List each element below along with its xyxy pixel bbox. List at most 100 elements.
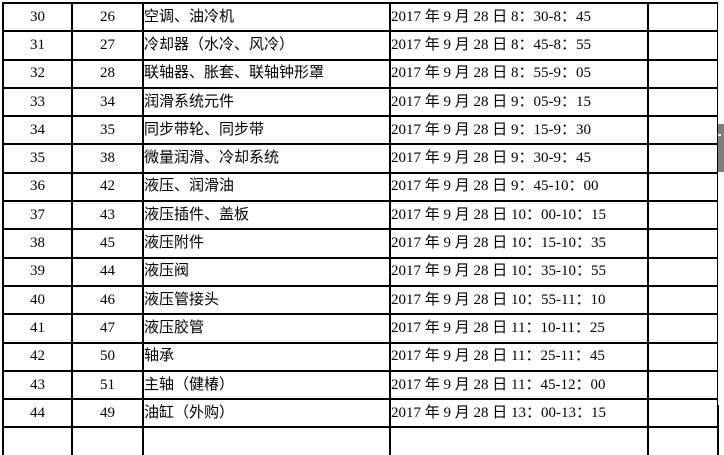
table-row: 33 34 润滑系统元件 2017 年 9 月 28 日 9：05-9：15	[2, 86, 719, 118]
table-row: 31 27 冷却器（水冷、风冷） 2017 年 9 月 28 日 8：45-8：55	[2, 30, 719, 61]
table-row: 38 45 液压附件 2017 年 9 月 28 日 10：15-10：35	[2, 228, 719, 259]
cell-item-name: 轴承	[142, 341, 391, 372]
cell-sequence-number: 34	[2, 115, 73, 146]
cell-item-name: 油缸（外购）	[142, 398, 391, 429]
cell-item-number: 49	[71, 398, 144, 429]
cell-datetime: 2017 年 9 月 28 日 8：30-8：45	[389, 1, 649, 33]
cell-datetime: 2017 年 9 月 28 日 11：25-11：45	[389, 341, 649, 372]
cell-item-name: 液压插件、盖板	[142, 200, 391, 231]
cell-item-name: 冷却器（水冷、风冷）	[142, 30, 391, 61]
cell-item-name: 主轴（健椿）	[142, 369, 391, 401]
cell-datetime: 2017 年 9 月 28 日 10：55-11：10	[389, 284, 649, 316]
cell-sequence-number: 33	[2, 86, 73, 118]
table-row-partial	[2, 426, 719, 455]
cell-empty	[389, 426, 649, 455]
cell-empty	[71, 426, 144, 455]
cell-sequence-number: 32	[2, 58, 73, 89]
cell-datetime: 2017 年 9 月 28 日 10：15-10：35	[389, 228, 649, 259]
table-row: 36 42 液压、润滑油 2017 年 9 月 28 日 9：45-10：00	[2, 171, 719, 203]
cell-datetime: 2017 年 9 月 28 日 13：00-13：15	[389, 398, 649, 429]
cell-item-name: 润滑系统元件	[142, 86, 391, 118]
table-row: 34 35 同步带轮、同步带 2017 年 9 月 28 日 9：15-9：30	[2, 115, 719, 146]
cell-item-number: 43	[71, 200, 144, 231]
vertical-scrollbar[interactable]	[718, 0, 724, 405]
table-row: 39 44 液压阀 2017 年 9 月 28 日 10：35-10：55	[2, 256, 719, 287]
cell-item-number: 47	[71, 313, 144, 344]
cell-item-name: 微量润滑、冷却系统	[142, 143, 391, 174]
cell-sequence-number: 43	[2, 369, 73, 401]
table-row: 37 43 液压插件、盖板 2017 年 9 月 28 日 10：00-10：15	[2, 200, 719, 231]
cell-datetime: 2017 年 9 月 28 日 8：55-9：05	[389, 58, 649, 89]
cell-datetime: 2017 年 9 月 28 日 9：30-9：45	[389, 143, 649, 174]
cell-sequence-number: 44	[2, 398, 73, 429]
cell-sequence-number: 36	[2, 171, 73, 203]
cell-empty	[142, 426, 391, 455]
cell-item-name: 液压胶管	[142, 313, 391, 344]
cell-notes	[647, 313, 719, 344]
table-row: 43 51 主轴（健椿） 2017 年 9 月 28 日 11：45-12：00	[2, 369, 719, 401]
table-row: 35 38 微量润滑、冷却系统 2017 年 9 月 28 日 9：30-9：45	[2, 143, 719, 174]
cell-item-number: 28	[71, 58, 144, 89]
cell-notes	[647, 30, 719, 61]
cell-sequence-number: 42	[2, 341, 73, 372]
cell-notes	[647, 256, 719, 287]
cell-notes	[647, 341, 719, 372]
cell-notes	[647, 398, 719, 429]
cell-item-number: 46	[71, 284, 144, 316]
cell-notes	[647, 284, 719, 316]
table-row: 42 50 轴承 2017 年 9 月 28 日 11：25-11：45	[2, 341, 719, 372]
cell-sequence-number: 40	[2, 284, 73, 316]
cell-sequence-number: 30	[2, 1, 73, 33]
cell-sequence-number: 35	[2, 143, 73, 174]
cell-datetime: 2017 年 9 月 28 日 11：45-12：00	[389, 369, 649, 401]
table-row: 41 47 液压胶管 2017 年 9 月 28 日 11：10-11：25	[2, 313, 719, 344]
scrollbar-thumb[interactable]	[718, 124, 724, 172]
cell-item-name: 液压附件	[142, 228, 391, 259]
cell-item-name: 液压管接头	[142, 284, 391, 316]
cell-item-number: 26	[71, 1, 144, 33]
cell-item-number: 45	[71, 228, 144, 259]
cell-notes	[647, 143, 719, 174]
cell-item-number: 50	[71, 341, 144, 372]
table-row: 40 46 液压管接头 2017 年 9 月 28 日 10：55-11：10	[2, 284, 719, 316]
cell-sequence-number: 41	[2, 313, 73, 344]
cell-item-name: 液压、润滑油	[142, 171, 391, 203]
cell-item-number: 35	[71, 115, 144, 146]
cell-sequence-number: 38	[2, 228, 73, 259]
table-row: 44 49 油缸（外购） 2017 年 9 月 28 日 13：00-13：15	[2, 398, 719, 429]
cell-notes	[647, 58, 719, 89]
cell-datetime: 2017 年 9 月 28 日 11：10-11：25	[389, 313, 649, 344]
cell-sequence-number: 39	[2, 256, 73, 287]
cell-datetime: 2017 年 9 月 28 日 9：45-10：00	[389, 171, 649, 203]
table-row: 30 26 空调、油冷机 2017 年 9 月 28 日 8：30-8：45	[2, 1, 719, 33]
cell-datetime: 2017 年 9 月 28 日 10：00-10：15	[389, 200, 649, 231]
cell-notes	[647, 115, 719, 146]
cell-datetime: 2017 年 9 月 28 日 10：35-10：55	[389, 256, 649, 287]
cell-notes	[647, 1, 719, 33]
cell-item-number: 44	[71, 256, 144, 287]
cell-notes	[647, 369, 719, 401]
cell-empty	[647, 426, 719, 455]
cell-notes	[647, 171, 719, 203]
cell-notes	[647, 86, 719, 118]
cell-item-number: 34	[71, 86, 144, 118]
cell-item-name: 同步带轮、同步带	[142, 115, 391, 146]
cell-item-name: 联轴器、胀套、联轴钟形罩	[142, 58, 391, 89]
cell-sequence-number: 31	[2, 30, 73, 61]
cell-item-number: 27	[71, 30, 144, 61]
cell-item-name: 空调、油冷机	[142, 1, 391, 33]
table-row: 32 28 联轴器、胀套、联轴钟形罩 2017 年 9 月 28 日 8：55-9：0…	[2, 58, 719, 89]
cell-sequence-number: 37	[2, 200, 73, 231]
cell-empty	[2, 426, 73, 455]
cell-notes	[647, 200, 719, 231]
cell-item-number: 38	[71, 143, 144, 174]
cell-notes	[647, 228, 719, 259]
cell-datetime: 2017 年 9 月 28 日 8：45-8：55	[389, 30, 649, 61]
cell-item-name: 液压阀	[142, 256, 391, 287]
scrollbar-thumb-mark	[718, 134, 721, 136]
cell-item-number: 51	[71, 369, 144, 401]
cell-datetime: 2017 年 9 月 28 日 9：15-9：30	[389, 115, 649, 146]
cell-datetime: 2017 年 9 月 28 日 9：05-9：15	[389, 86, 649, 118]
cell-item-number: 42	[71, 171, 144, 203]
